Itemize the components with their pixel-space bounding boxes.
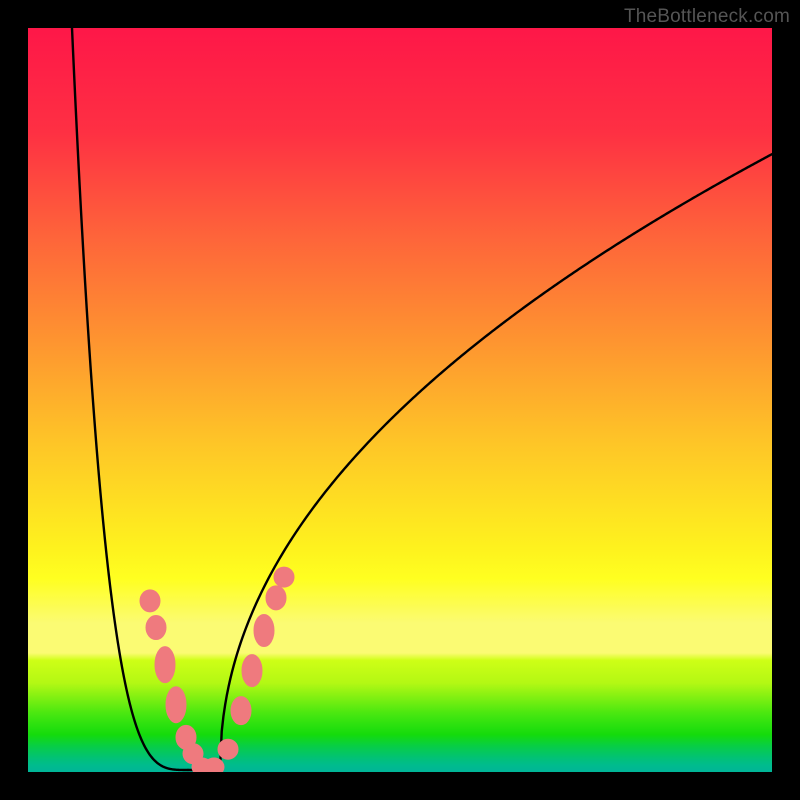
watermark-text: TheBottleneck.com	[624, 6, 790, 28]
curve-marker	[274, 567, 294, 587]
curve-marker	[166, 687, 186, 723]
curve-marker	[231, 697, 251, 725]
plot-area	[28, 28, 772, 772]
curve-marker	[218, 739, 238, 759]
curve-marker	[254, 615, 274, 647]
curve-marker	[140, 590, 160, 612]
curve-marker	[146, 616, 166, 640]
curve-marker	[204, 758, 224, 772]
curve-marker	[242, 655, 262, 687]
v-curve-layer	[28, 28, 772, 772]
curve-marker	[266, 586, 286, 610]
curve-segment	[220, 154, 772, 770]
curve-marker	[155, 647, 175, 683]
